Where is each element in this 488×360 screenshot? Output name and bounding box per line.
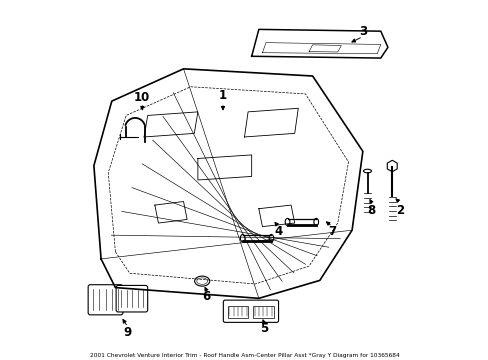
Text: 5: 5 [260, 322, 268, 335]
Text: 1: 1 [219, 89, 226, 102]
Text: 2: 2 [396, 204, 404, 217]
FancyBboxPatch shape [223, 300, 278, 322]
Ellipse shape [194, 276, 209, 286]
Text: 4: 4 [274, 225, 282, 238]
Text: 6: 6 [203, 290, 210, 303]
Ellipse shape [313, 219, 318, 226]
FancyBboxPatch shape [116, 285, 147, 312]
Bar [227, 306, 248, 318]
Ellipse shape [196, 278, 207, 284]
Polygon shape [386, 160, 396, 172]
Text: 7: 7 [327, 225, 336, 238]
Ellipse shape [268, 234, 273, 242]
Text: 8: 8 [367, 204, 375, 217]
Text: 10: 10 [134, 91, 150, 104]
Ellipse shape [285, 219, 289, 226]
Text: 3: 3 [358, 25, 366, 38]
Bar [252, 306, 273, 318]
Text: 2001 Chevrolet Venture Interior Trim - Roof Handle Asm-Center Pillar Asst *Gray : 2001 Chevrolet Venture Interior Trim - R… [89, 353, 399, 358]
Text: 9: 9 [123, 326, 132, 339]
Ellipse shape [240, 234, 244, 242]
Ellipse shape [363, 169, 371, 173]
FancyBboxPatch shape [88, 285, 122, 315]
